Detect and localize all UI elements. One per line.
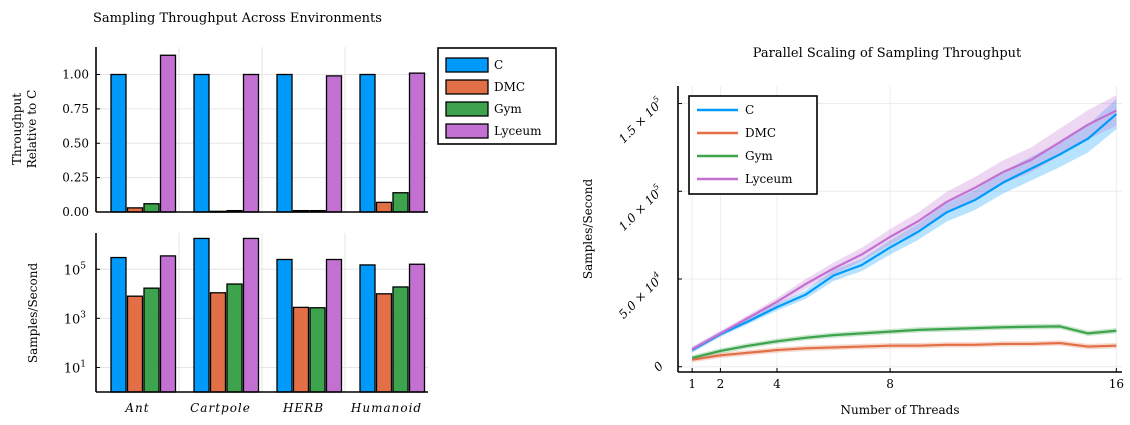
- bottom-panel-bars: [110, 237, 426, 393]
- right-legend-box: [688, 95, 818, 195]
- x-tick-label-herb: HERB: [282, 401, 324, 415]
- right-x-tick-label: 8: [886, 377, 894, 391]
- right-legend-label-lyceum: Lyceum: [745, 172, 793, 186]
- right-x-tick-label: 2: [717, 377, 725, 391]
- bottom-y-tick-label: 105: [64, 261, 87, 278]
- right-legend-label-c: C: [745, 103, 754, 117]
- top-bar-lyceum-ant: [159, 54, 177, 213]
- right-series-lines: [691, 109, 1118, 361]
- left-legend-label-gym: Gym: [494, 102, 522, 116]
- top-y-tick-label: 0.75: [62, 102, 89, 116]
- left-legend-label-c: C: [494, 58, 503, 72]
- right-legend: C DMC Gym Lyceum: [688, 95, 818, 195]
- right-x-ticks: 1 2 4 8 16: [688, 368, 1124, 391]
- right-x-tick-label: 1: [688, 377, 696, 391]
- x-tick-label-ant: Ant: [124, 401, 149, 415]
- left-legend-swatch-dmc: [445, 79, 489, 95]
- bottom-bar-gym-humanoid: [392, 286, 409, 393]
- bottom-bar-lyceum-ant: [159, 255, 177, 393]
- x-tick-label-humanoid: Humanoid: [350, 401, 422, 415]
- bottom-y-ticks: 101 103 105: [64, 261, 100, 376]
- right-y-ticks: 0 5.0 × 104 1.0 × 105 1.5 × 105: [614, 94, 682, 375]
- top-bar-gym-ant: [143, 203, 160, 213]
- top-bar-lyceum-cartpole: [242, 73, 260, 213]
- top-y-label-line2: Relative to C: [25, 90, 39, 169]
- right-y-label: Samples/Second: [581, 179, 595, 280]
- bottom-bar-dmc-ant: [126, 295, 144, 393]
- top-y-tick-label: 0.50: [62, 136, 89, 150]
- bottom-bar-gym-herb: [309, 307, 326, 393]
- bottom-bar-dmc-cartpole: [209, 292, 227, 393]
- top-bar-c-cartpole: [193, 73, 210, 213]
- right-x-tick-label: 16: [1109, 377, 1124, 391]
- top-panel-bars: [110, 54, 426, 213]
- left-legend: C DMC Gym Lyceum: [437, 47, 557, 145]
- left-legend-swatch-gym: [445, 101, 489, 117]
- bottom-bar-gym-cartpole: [226, 283, 243, 393]
- x-tick-label-cartpole: Cartpole: [190, 401, 251, 415]
- bottom-bar-c-cartpole: [193, 237, 210, 393]
- top-bar-lyceum-humanoid: [408, 72, 426, 213]
- line-c: [691, 113, 1118, 352]
- top-y-ticks: 0.00 0.25 0.50 0.75 1.00: [62, 68, 100, 219]
- right-legend-label-gym: Gym: [745, 149, 773, 163]
- bottom-y-tick-label: 101: [64, 359, 86, 376]
- bottom-y-label: Samples/Second: [26, 263, 40, 364]
- left-legend-swatch-c: [445, 57, 489, 73]
- bottom-bar-lyceum-cartpole: [242, 237, 260, 393]
- right-legend-label-dmc: DMC: [745, 126, 776, 140]
- bottom-bar-c-herb: [276, 258, 293, 393]
- bottom-bar-dmc-humanoid: [375, 293, 393, 393]
- top-bar-dmc-humanoid: [375, 201, 393, 213]
- line-gym: [691, 325, 1117, 360]
- bottom-bar-c-humanoid: [359, 264, 376, 393]
- top-panel-grid: [96, 47, 428, 213]
- bottom-bar-c-ant: [110, 256, 127, 393]
- right-x-label: Number of Threads: [841, 403, 960, 417]
- bottom-bar-lyceum-humanoid: [408, 263, 426, 393]
- right-y-tick-label: 1.0 × 105: [614, 182, 666, 234]
- top-y-tick-label: 1.00: [62, 68, 89, 82]
- bottom-y-tick-label: 103: [64, 310, 87, 327]
- line-dmc: [691, 341, 1117, 361]
- left-legend-swatch-lyceum: [445, 123, 489, 139]
- right-y-tick-label: 0: [651, 359, 667, 375]
- band-dmc: [692, 340, 1117, 363]
- line-lyceum: [691, 109, 1117, 351]
- bottom-bar-dmc-herb: [292, 306, 310, 393]
- left-legend-label-lyceum: Lyceum: [494, 124, 542, 138]
- left-legend-label-dmc: DMC: [494, 80, 525, 94]
- top-bar-c-ant: [110, 73, 127, 213]
- right-y-tick-label: 5.0 × 104: [614, 270, 666, 322]
- top-bar-c-herb: [276, 73, 293, 213]
- top-bar-lyceum-herb: [325, 75, 343, 213]
- left-chart-title: Sampling Throughput Across Environments: [93, 11, 382, 26]
- top-y-tick-label: 0.25: [62, 171, 89, 185]
- right-y-tick-label: 1.5 × 105: [614, 94, 666, 146]
- right-chart-title: Parallel Scaling of Sampling Throughput: [753, 46, 1022, 61]
- bottom-bar-gym-ant: [143, 287, 160, 393]
- top-bar-c-humanoid: [359, 73, 376, 213]
- bottom-x-tick-labels: Ant Cartpole HERB Humanoid: [124, 401, 422, 415]
- top-y-label-line1: Throughput: [10, 93, 24, 165]
- bottom-bar-lyceum-herb: [325, 258, 343, 393]
- top-y-tick-label: 0.00: [62, 205, 89, 219]
- right-x-tick-label: 4: [773, 377, 781, 391]
- top-bar-gym-humanoid: [392, 192, 409, 213]
